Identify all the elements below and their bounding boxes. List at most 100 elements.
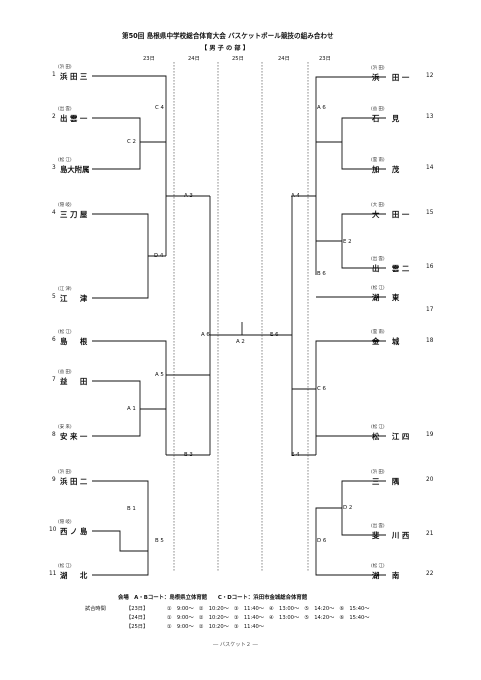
day-label-right-24: 24日 bbox=[278, 56, 290, 62]
right-team-15-seed: 15 bbox=[426, 210, 434, 216]
right-team-14-name: 加 茂 bbox=[372, 165, 400, 174]
left-team-1-region: (浜 田) bbox=[58, 65, 72, 70]
left-team-5-region: (江 津) bbox=[58, 287, 72, 292]
right-team-16-name: 出 雲 二 bbox=[372, 264, 410, 273]
right-team-19-name: 松 江 四 bbox=[372, 432, 410, 441]
left-team-10-seed: 10 bbox=[49, 527, 57, 533]
right-team-13-seed: 13 bbox=[426, 114, 434, 120]
right-team-17-region: (松 江) bbox=[371, 286, 385, 291]
day-label-center-25: 25日 bbox=[232, 56, 244, 62]
schedule-day-24: 【24日】 bbox=[126, 615, 149, 621]
match-label-e2: E 2 bbox=[343, 239, 352, 245]
match-label-e6: E 6 bbox=[270, 332, 279, 338]
left-team-5-name: 江 津 bbox=[60, 294, 88, 303]
match-label-d2: D 2 bbox=[343, 505, 353, 511]
page-title: 第50回 島根県中学校総合体育大会 バスケットボール競技の組み合わせ bbox=[122, 32, 334, 40]
right-team-15-region: (大 田) bbox=[371, 203, 385, 208]
match-label-a5: A 5 bbox=[155, 372, 164, 378]
left-team-2-seed: 2 bbox=[52, 114, 56, 120]
left-team-11-seed: 11 bbox=[49, 571, 57, 577]
right-team-12-region: (浜 田) bbox=[371, 66, 385, 71]
right-team-19-seed: 19 bbox=[426, 432, 434, 438]
match-label-a4: A 4 bbox=[291, 193, 300, 199]
left-team-6-region: (松 江) bbox=[58, 330, 72, 335]
left-team-5-seed: 5 bbox=[52, 294, 56, 300]
left-team-2-name: 出 雲 一 bbox=[60, 114, 88, 123]
right-team-12-seed: 12 bbox=[426, 73, 434, 79]
match-label-a6-left: A 6 bbox=[201, 332, 210, 338]
left-team-7-seed: 7 bbox=[52, 377, 56, 383]
right-team-21-seed: 21 bbox=[426, 531, 434, 537]
schedule-times-24: ① 9:00～ ② 10:20～ ③ 11:40～ ④ 13:00～ ⑤ 14:… bbox=[167, 615, 370, 621]
right-team-16-region: (出 雲) bbox=[371, 257, 385, 262]
match-label-final-a2: A 2 bbox=[236, 339, 245, 345]
right-team-17-seed: 17 bbox=[426, 307, 434, 313]
right-team-18-name: 金 城 bbox=[372, 337, 400, 346]
right-team-18-seed: 18 bbox=[426, 338, 434, 344]
match-label-b6: B 6 bbox=[317, 271, 326, 277]
left-team-4-name: 三 刀 屋 bbox=[60, 210, 88, 219]
schedule-times-25: ① 9:00～ ② 10:20～ ③ 11:40～ bbox=[167, 624, 264, 630]
match-label-a1: A 1 bbox=[127, 406, 136, 412]
left-team-1-seed: 1 bbox=[52, 72, 56, 78]
left-team-3-region: (松 江) bbox=[58, 158, 72, 163]
left-team-9-name: 浜 田 二 bbox=[60, 477, 88, 486]
right-team-22-name: 湖 南 bbox=[372, 571, 400, 580]
match-label-b3: B 3 bbox=[184, 452, 193, 458]
right-team-21-region: (出 雲) bbox=[371, 524, 385, 529]
match-label-c6: C 6 bbox=[317, 386, 326, 392]
right-team-13-name: 石 見 bbox=[372, 114, 400, 123]
right-team-14-region: (雲 南) bbox=[371, 158, 385, 163]
right-team-15-name: 大 田 一 bbox=[372, 210, 410, 219]
left-team-7-name: 益 田 bbox=[60, 377, 88, 386]
right-team-19-region: (松 江) bbox=[371, 425, 385, 430]
right-team-16-seed: 16 bbox=[426, 264, 434, 270]
right-team-22-region: (松 江) bbox=[371, 564, 385, 569]
left-team-8-seed: 8 bbox=[52, 432, 56, 438]
match-label-c2: C 2 bbox=[127, 139, 136, 145]
left-team-10-region: (隠 岐) bbox=[58, 520, 72, 525]
match-label-c4: C 4 bbox=[155, 105, 164, 111]
left-team-11-region: (松 江) bbox=[58, 564, 72, 569]
left-team-3-seed: 3 bbox=[52, 165, 56, 171]
right-team-20-name: 三 隅 bbox=[372, 477, 400, 486]
left-team-10-name: 西 ノ 島 bbox=[60, 527, 88, 536]
right-team-21-name: 斐 川 西 bbox=[372, 531, 410, 540]
right-team-14-seed: 14 bbox=[426, 165, 434, 171]
right-team-17-name: 湖 東 bbox=[372, 293, 400, 302]
right-team-13-region: (益 田) bbox=[371, 107, 385, 112]
left-team-4-seed: 4 bbox=[52, 210, 56, 216]
left-team-2-region: (出 雲) bbox=[58, 107, 72, 112]
match-label-a6-right: A 6 bbox=[317, 105, 326, 111]
left-team-3-name: 島大附属 bbox=[60, 165, 90, 174]
left-team-8-region: (安 来) bbox=[58, 425, 72, 430]
right-team-20-seed: 20 bbox=[426, 477, 434, 483]
left-team-9-region: (浜 田) bbox=[58, 470, 72, 475]
right-team-18-region: (雲 南) bbox=[371, 330, 385, 335]
match-label-e4: E 4 bbox=[291, 452, 300, 458]
match-label-d6: D 6 bbox=[317, 538, 327, 544]
match-label-b5: B 5 bbox=[155, 538, 164, 544]
left-team-6-name: 島 根 bbox=[60, 337, 88, 346]
left-team-6-seed: 6 bbox=[52, 337, 56, 343]
left-team-4-region: (隠 岐) bbox=[58, 203, 72, 208]
day-label-right-23: 23日 bbox=[319, 56, 331, 62]
schedule-day-25: 【25日】 bbox=[126, 624, 149, 630]
left-team-8-name: 安 来 一 bbox=[60, 432, 88, 441]
day-label-left-23: 23日 bbox=[143, 56, 155, 62]
left-team-11-name: 湖 北 bbox=[60, 571, 88, 580]
right-team-12-name: 浜 田 一 bbox=[372, 73, 410, 82]
day-label-left-24: 24日 bbox=[188, 56, 200, 62]
right-team-20-region: (浜 田) bbox=[371, 470, 385, 475]
left-team-7-region: (益 田) bbox=[58, 370, 72, 375]
page-number: ― バスケット２ ― bbox=[213, 642, 258, 648]
right-team-22-seed: 22 bbox=[426, 571, 434, 577]
division-subtitle: 【 男 子 の 部 】 bbox=[201, 45, 249, 52]
schedule-label: 試合時間 bbox=[85, 606, 106, 612]
schedule-times-23: ① 9:00～ ② 10:20～ ③ 11:40～ ④ 13:00～ ⑤ 14:… bbox=[167, 606, 370, 612]
venue-info: 会場 A・Bコート：島根県立体育館 C・Dコート：浜田市金城総合体育館 bbox=[118, 595, 308, 601]
schedule-day-23: 【23日】 bbox=[126, 606, 149, 612]
match-label-d4: D 4 bbox=[154, 253, 164, 259]
left-team-1-name: 浜 田 三 bbox=[60, 72, 88, 81]
